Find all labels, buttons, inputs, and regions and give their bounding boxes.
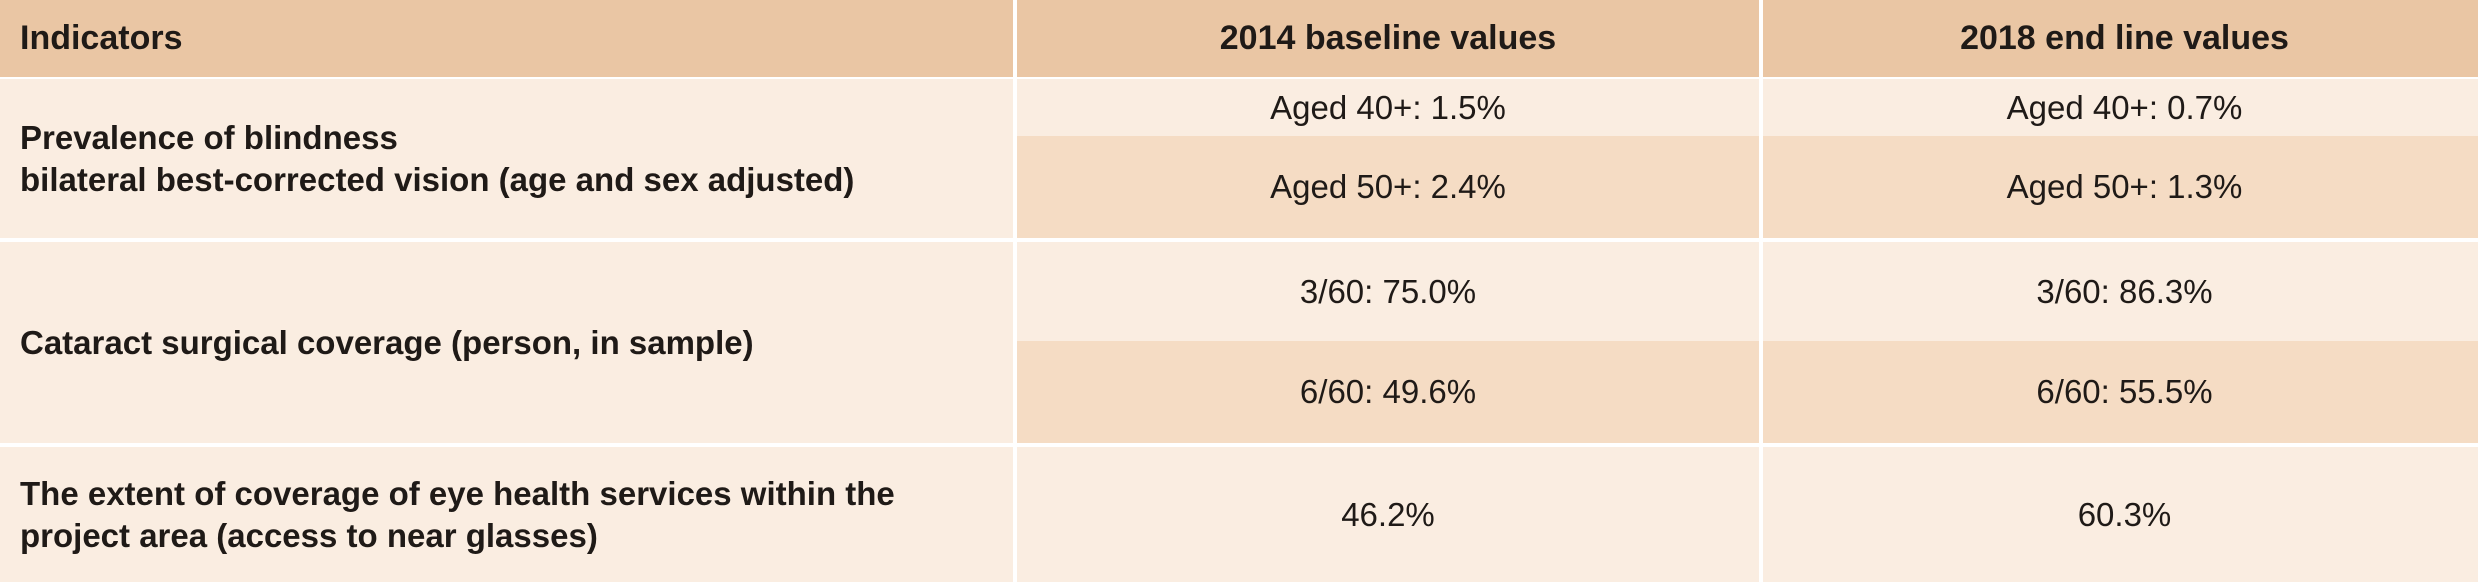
indicator-prevalence-blindness: Prevalence of blindness bilateral best-c… — [0, 77, 1013, 238]
indicator-label-line1: Prevalence of blindness — [20, 118, 398, 156]
endline-value: Aged 40+: 0.7% — [1763, 77, 2478, 136]
endline-value: 60.3% — [1763, 443, 2478, 582]
header-indicators: Indicators — [0, 0, 1013, 77]
indicator-cataract-coverage: Cataract surgical coverage (person, in s… — [0, 238, 1013, 443]
indicator-label-line2: project area (access to near glasses) — [20, 516, 598, 554]
baseline-value: 46.2% — [1017, 443, 1759, 582]
indicator-label-line2: bilateral best-corrected vision (age and… — [20, 160, 855, 198]
endline-value: 6/60: 55.5% — [1763, 341, 2478, 443]
endline-value: 3/60: 86.3% — [1763, 238, 2478, 341]
header-baseline: 2014 baseline values — [1017, 0, 1759, 77]
header-endline: 2018 end line values — [1763, 0, 2478, 77]
baseline-value: Aged 50+: 2.4% — [1017, 136, 1759, 238]
baseline-value: 3/60: 75.0% — [1017, 238, 1759, 341]
baseline-value: 6/60: 49.6% — [1017, 341, 1759, 443]
indicator-label-line1: The extent of coverage of eye health ser… — [20, 474, 895, 512]
indicator-label-line1: Cataract surgical coverage (person, in s… — [20, 323, 754, 361]
indicator-eye-health-coverage: The extent of coverage of eye health ser… — [0, 443, 1013, 582]
baseline-value: Aged 40+: 1.5% — [1017, 77, 1759, 136]
endline-value: Aged 50+: 1.3% — [1763, 136, 2478, 238]
